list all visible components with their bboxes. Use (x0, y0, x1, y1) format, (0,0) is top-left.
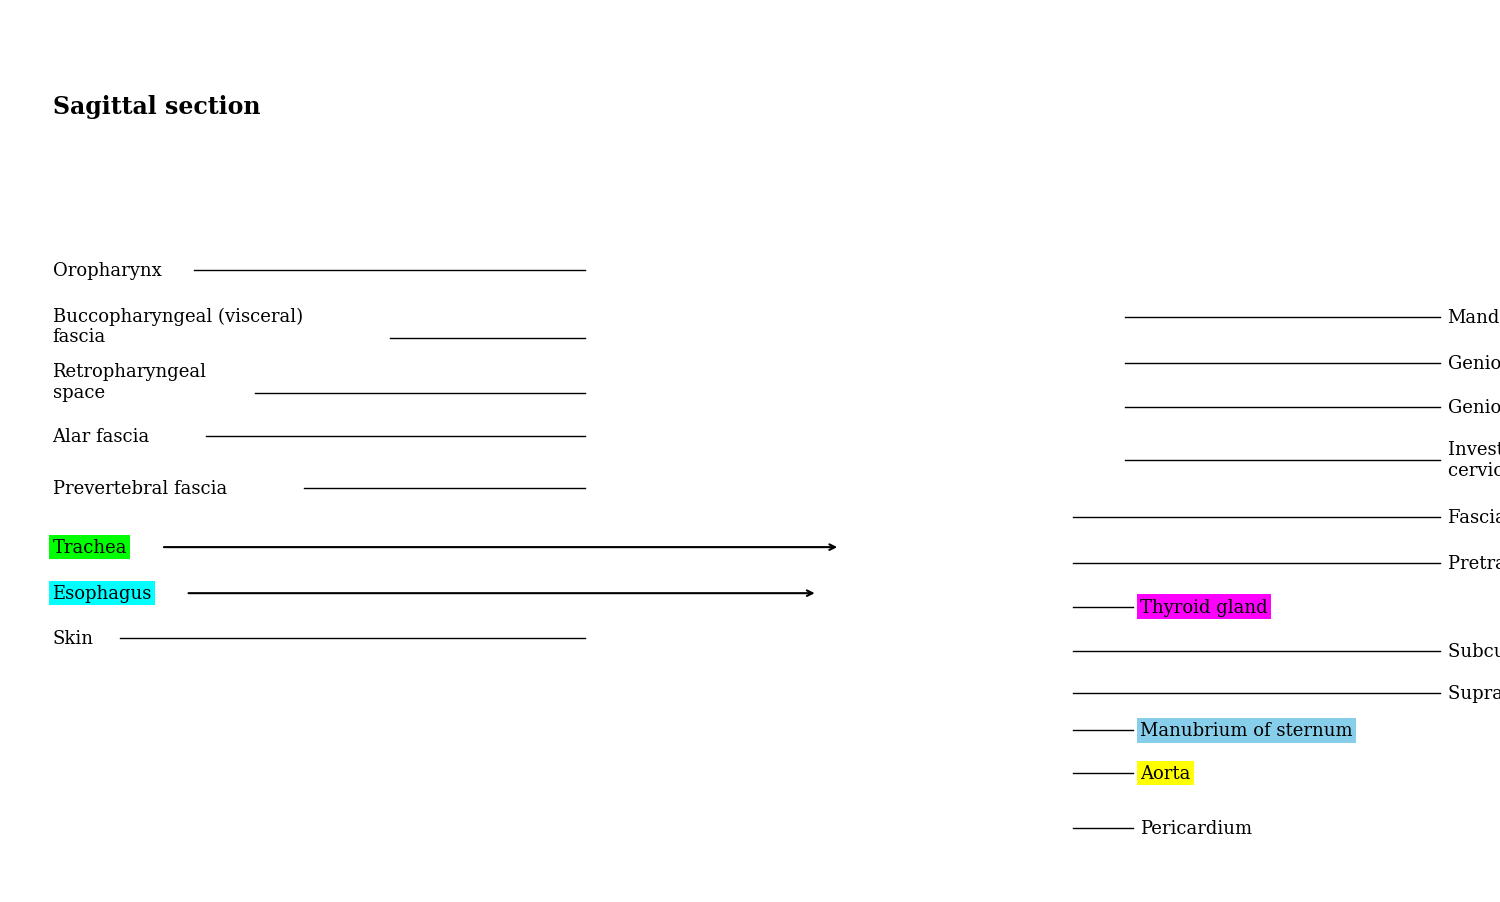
Text: Pericardium: Pericardium (1140, 819, 1252, 837)
Text: Buccopharyngeal (visceral)
fascia: Buccopharyngeal (visceral) fascia (53, 307, 303, 346)
Text: Trachea: Trachea (53, 538, 128, 557)
Text: Investing layer of (deep)
cervical fascia: Investing layer of (deep) cervical fasci… (1448, 440, 1500, 480)
Text: Pretracheal (visceral) fascia: Pretracheal (visceral) fascia (1448, 555, 1500, 573)
Text: Geniohyoid muscle: Geniohyoid muscle (1448, 354, 1500, 373)
Text: Suprasternal space (of Burns): Suprasternal space (of Burns) (1448, 684, 1500, 702)
Text: Subcutaneous tissue: Subcutaneous tissue (1448, 642, 1500, 660)
Text: Manubrium of sternum: Manubrium of sternum (1140, 722, 1353, 740)
Text: Prevertebral fascia: Prevertebral fascia (53, 480, 226, 498)
Text: Alar fascia: Alar fascia (53, 428, 150, 446)
Text: Thyroid gland: Thyroid gland (1140, 598, 1268, 616)
Text: Aorta: Aorta (1140, 764, 1191, 782)
Text: Oropharynx: Oropharynx (53, 262, 162, 280)
Text: Sagittal section: Sagittal section (53, 95, 260, 119)
Text: Retropharyngeal
space: Retropharyngeal space (53, 364, 207, 401)
Text: Mandible: Mandible (1448, 308, 1500, 327)
Text: Fascia of infrahyoid muscles: Fascia of infrahyoid muscles (1448, 509, 1500, 527)
Text: Skin: Skin (53, 630, 93, 648)
Text: Geniohyoid fascia: Geniohyoid fascia (1448, 399, 1500, 417)
Text: Esophagus: Esophagus (53, 584, 152, 603)
